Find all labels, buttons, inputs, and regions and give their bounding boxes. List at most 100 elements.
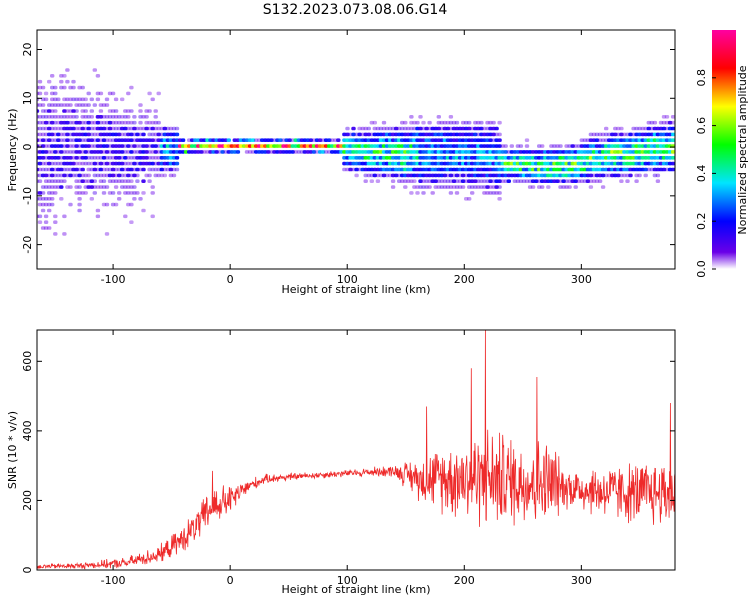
- heatmap-cell: [375, 126, 381, 131]
- heatmap-cell: [95, 91, 101, 96]
- heatmap-cell: [80, 179, 85, 183]
- heatmap-cell: [68, 97, 73, 102]
- heatmap-cell: [83, 179, 88, 183]
- heatmap-cell: [266, 150, 271, 154]
- heatmap-cell: [37, 179, 43, 183]
- heatmap-cell: [101, 156, 107, 160]
- spectrogram-ylabel: Frequency (Hz): [6, 109, 19, 192]
- heatmap-cell: [174, 132, 180, 137]
- heatmap-cell: [403, 120, 408, 125]
- heatmap-cell: [454, 120, 460, 125]
- heatmap-cell: [366, 132, 371, 137]
- heatmap-cell: [132, 126, 137, 131]
- heatmap-cell: [220, 150, 225, 154]
- heatmap-cell: [670, 115, 675, 119]
- heatmap-cell: [86, 144, 91, 148]
- heatmap-cell: [147, 179, 152, 183]
- heatmap-cell: [89, 144, 94, 148]
- heatmap-cell: [65, 144, 70, 148]
- heatmap-cell: [479, 120, 484, 125]
- heatmap-cell: [387, 126, 393, 131]
- heatmap-cell: [497, 120, 502, 125]
- heatmap-cell: [74, 167, 79, 172]
- heatmap-cell: [454, 173, 460, 178]
- heatmap-cell: [83, 115, 88, 119]
- heatmap-cell: [47, 202, 52, 207]
- heatmap-cell: [62, 214, 67, 219]
- heatmap-cell: [77, 173, 82, 178]
- heatmap-cell: [37, 161, 43, 166]
- heatmap-cell: [120, 185, 125, 189]
- heatmap-cell: [110, 109, 116, 113]
- heatmap-cell: [278, 138, 283, 142]
- heatmap-cell: [202, 150, 207, 154]
- heatmap-cell: [40, 132, 46, 137]
- heatmap-cell: [65, 132, 70, 137]
- heatmap-cell: [427, 185, 432, 189]
- heatmap-cell: [129, 220, 134, 224]
- heatmap-cell: [153, 173, 158, 178]
- heatmap-cell: [457, 185, 463, 189]
- heatmap-cell: [430, 191, 435, 195]
- heatmap-cell: [600, 132, 606, 137]
- heatmap-cell: [126, 191, 131, 195]
- heatmap-cell: [153, 120, 158, 125]
- heatmap-cell: [53, 91, 58, 96]
- heatmap-cell: [406, 126, 411, 131]
- heatmap-cell: [613, 132, 618, 137]
- heatmap-cell: [421, 191, 426, 195]
- heatmap-cell: [467, 126, 472, 131]
- heatmap-cell: [113, 115, 119, 119]
- heatmap-cell: [330, 138, 335, 142]
- heatmap-cell: [104, 115, 110, 119]
- heatmap-cell: [71, 161, 76, 166]
- heatmap-cell: [594, 132, 600, 137]
- heatmap-cell: [80, 85, 85, 90]
- heatmap-cell: [637, 173, 642, 178]
- heatmap-cell: [269, 138, 274, 142]
- heatmap-cell: [47, 197, 52, 201]
- heatmap-cell: [421, 185, 426, 189]
- heatmap-cell: [74, 185, 79, 189]
- heatmap-cell: [47, 115, 52, 119]
- heatmap-cell: [98, 115, 104, 119]
- heatmap-cell: [497, 191, 502, 195]
- heatmap-cell: [479, 126, 484, 131]
- heatmap-cell: [460, 179, 466, 183]
- heatmap-cell: [497, 179, 502, 183]
- heatmap-cell: [573, 179, 578, 183]
- heatmap-cell: [494, 191, 499, 195]
- heatmap-cell: [156, 132, 161, 137]
- heatmap-cell: [460, 173, 466, 178]
- heatmap-cell: [43, 202, 49, 207]
- heatmap-cell: [77, 161, 82, 166]
- heatmap-cell: [110, 126, 116, 131]
- heatmap-cell: [50, 132, 55, 137]
- heatmap-cell: [101, 138, 107, 142]
- heatmap-cell: [348, 167, 353, 172]
- heatmap-cell: [77, 103, 82, 107]
- heatmap-cell: [86, 115, 91, 119]
- heatmap-cell: [68, 103, 73, 107]
- heatmap-cell: [421, 179, 426, 183]
- heatmap-cell: [120, 150, 125, 154]
- heatmap-cell: [62, 173, 67, 178]
- heatmap-cell: [37, 126, 40, 131]
- heatmap-cell: [153, 126, 158, 131]
- heatmap-cell: [117, 115, 122, 119]
- heatmap-cell: [445, 126, 451, 131]
- heatmap-cell: [92, 132, 97, 137]
- heatmap-cell: [107, 109, 113, 113]
- heatmap-cell: [619, 126, 624, 131]
- heatmap-cell: [65, 185, 70, 189]
- heatmap-cell: [50, 167, 55, 172]
- heatmap-cell: [244, 150, 250, 154]
- heatmap-cell: [126, 179, 131, 183]
- heatmap-cell: [40, 109, 46, 113]
- heatmap-cell: [129, 150, 134, 154]
- heatmap-cell: [524, 144, 530, 148]
- heatmap-cell: [174, 156, 180, 160]
- heatmap-cell: [147, 109, 152, 113]
- snr-xtick-label: -100: [101, 574, 126, 587]
- heatmap-cell: [424, 185, 429, 189]
